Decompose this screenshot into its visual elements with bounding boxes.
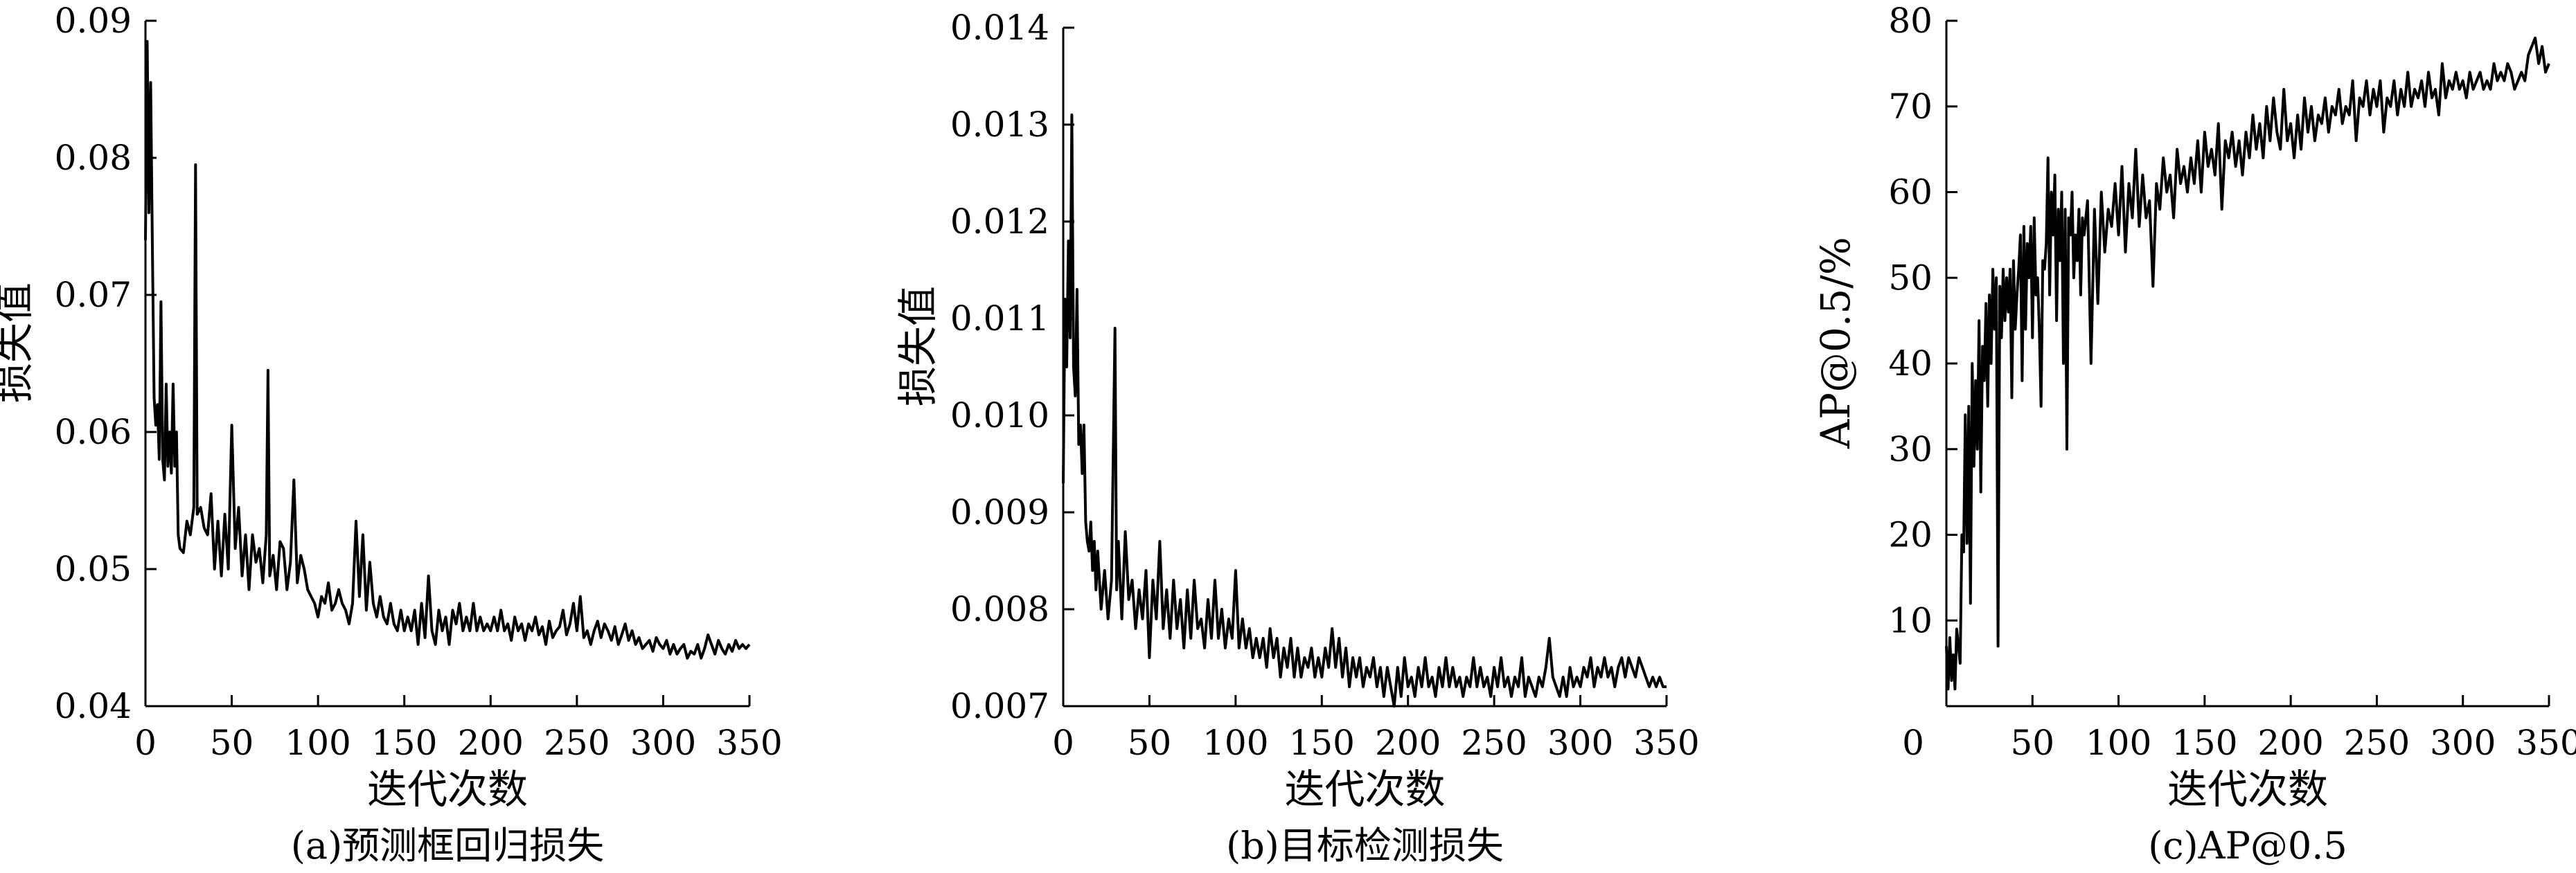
x-tick-label: 250 [544,723,610,763]
chart-panel-2: 0 50 100 150 200 250 300 350 0.007 0.008 0.009 0.01… [894,8,1700,867]
x-tick-label: 50 [1128,723,1172,763]
y-tick-label: 0.010 [950,395,1049,435]
x-tick-label: 50 [210,723,254,763]
y-axis-title: AP@0.5/% [1812,237,1859,449]
y-tick-label: 70 [1888,87,1933,127]
y-tick-label: 0.04 [55,686,132,726]
x-axis-title: 迭代次数 [2167,766,2328,813]
x-tick-label: 200 [2257,723,2323,763]
y-tick-label: 0.011 [950,298,1049,339]
chart-panel-3: 50 100 150 200 250 300 350 0 10 20 30 40 50 60 70 80 AP@… [1812,1,2576,867]
y-tick-label: 0.09 [55,1,132,41]
y-tick-label: 0.014 [950,8,1049,48]
x-axis-title: 迭代次数 [1284,766,1445,813]
y-tick-label: 40 [1888,343,1933,384]
y-tick-label: 50 [1888,258,1933,298]
chart-caption: (b)目标检测损失 [1226,824,1504,867]
x-tick-label: 250 [2344,723,2410,763]
x-tick-label: 200 [1375,723,1441,763]
x-tick-label: 350 [716,723,782,763]
y-tick-label: 0.008 [950,589,1049,629]
x-axis-title: 迭代次数 [367,766,528,813]
chart-caption: (a)预测框回归损失 [291,824,604,867]
y-tick-label: 30 [1888,429,1933,469]
y-tick-label: 20 [1888,515,1933,555]
x-origin-label: 0 [1902,723,1924,763]
x-tick-label: 150 [2171,723,2237,763]
x-tick-label: 250 [1461,723,1527,763]
y-tick-label: 80 [1888,1,1933,41]
y-tick-label: 0.05 [55,549,132,589]
chart-caption: (c)AP@0.5 [2148,824,2347,867]
y-tick-label: 0.007 [950,686,1049,726]
series-line-1 [1062,114,1667,708]
x-tick-label: 200 [458,723,524,763]
y-tick-label: 60 [1888,172,1933,213]
x-tick-label: 300 [1547,723,1613,763]
x-tick-label: 100 [1202,723,1268,763]
x-tick-label: 350 [2516,723,2576,763]
x-tick-label: 300 [630,723,696,763]
chart-panel-1: 0 50 100 150 200 250 300 350 0.04 0.05 0.06 0.07 0.0… [0,1,783,867]
x-tick-label: 300 [2430,723,2496,763]
y-tick-label: 0.012 [950,201,1049,242]
y-tick-label: 0.009 [950,492,1049,532]
y-axis-title: 损失值 [0,282,37,403]
x-tick-label: 350 [1633,723,1699,763]
y-tick-label: 0.08 [55,138,132,178]
x-tick-label: 0 [1052,723,1074,763]
y-tick-label: 0.07 [55,275,132,315]
x-tick-label: 0 [134,723,157,763]
x-tick-label: 150 [1289,723,1355,763]
series-line-1 [144,39,751,660]
x-tick-label: 150 [371,723,437,763]
x-tick-label: 100 [2086,723,2151,763]
x-tick-label: 100 [285,723,350,763]
y-axis-title: 损失值 [894,286,941,406]
series-line-1 [1945,36,2550,691]
y-tick-label: 10 [1888,600,1933,640]
x-tick-label: 50 [2010,723,2054,763]
y-tick-label: 0.013 [950,105,1049,145]
y-tick-label: 0.06 [55,412,132,452]
